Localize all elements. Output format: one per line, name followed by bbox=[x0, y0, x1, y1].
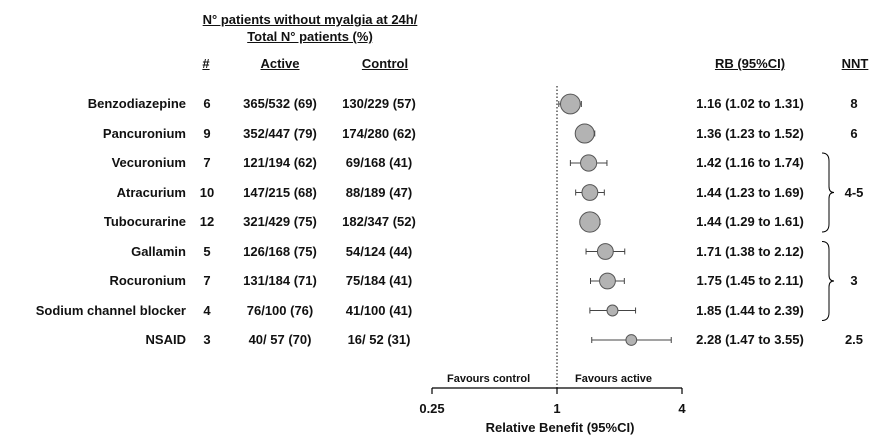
x-tick-label: 1 bbox=[553, 401, 561, 416]
row-active-value: 352/447 (79) bbox=[243, 125, 317, 141]
row-control-value: 75/184 (41) bbox=[345, 273, 413, 288]
effect-marker bbox=[581, 184, 599, 201]
column-header-number: # bbox=[202, 56, 210, 71]
row-control-value: 69/168 (41) bbox=[345, 155, 413, 170]
row-label: Gallamin bbox=[131, 243, 186, 259]
row-study-count: 6 bbox=[203, 96, 211, 111]
row-active-value: 131/184 (71) bbox=[243, 273, 317, 288]
row-rb-value: 2.28 (1.47 to 3.55) bbox=[696, 332, 804, 347]
favours-control-label: Favours control bbox=[447, 373, 531, 385]
row-study-count: 5 bbox=[203, 243, 211, 259]
column-header-nnt: NNT bbox=[841, 56, 869, 71]
nnt-value: 3 bbox=[850, 273, 858, 288]
x-tick-label: 4 bbox=[678, 401, 686, 416]
row-rb-value: 1.44 (1.29 to 1.61) bbox=[696, 214, 804, 229]
row-study-count: 4 bbox=[203, 302, 211, 318]
row-control-value: 41/100 (41) bbox=[345, 302, 413, 318]
x-tick-label: 0.25 bbox=[419, 401, 445, 416]
effect-marker bbox=[606, 304, 619, 317]
row-label: Rocuronium bbox=[109, 273, 186, 288]
row-control-value: 130/229 (57) bbox=[342, 96, 416, 111]
row-rb-value: 1.71 (1.38 to 2.12) bbox=[696, 243, 804, 259]
row-label: Sodium channel blocker bbox=[35, 302, 186, 318]
effect-marker bbox=[625, 334, 638, 346]
row-active-value: 76/100 (76) bbox=[246, 302, 314, 318]
row-study-count: 9 bbox=[203, 125, 211, 141]
effect-marker bbox=[596, 243, 614, 260]
row-active-value: 126/168 (75) bbox=[243, 243, 317, 259]
row-active-value: 321/429 (75) bbox=[243, 214, 317, 229]
row-label: Benzodiazepine bbox=[87, 96, 186, 111]
effect-marker bbox=[579, 211, 601, 233]
effect-marker bbox=[580, 154, 598, 172]
row-control-value: 88/189 (47) bbox=[345, 184, 413, 200]
nnt-value: 4-5 bbox=[844, 184, 864, 200]
row-label: Tubocurarine bbox=[103, 214, 186, 229]
row-control-value: 16/ 52 (31) bbox=[347, 332, 411, 347]
x-axis-label: Relative Benefit (95%CI) bbox=[485, 420, 635, 435]
row-study-count: 10 bbox=[199, 184, 215, 200]
row-active-value: 147/215 (68) bbox=[243, 184, 317, 200]
row-rb-value: 1.85 (1.44 to 2.39) bbox=[696, 302, 804, 318]
header-line1: N° patients without myalgia at 24h/ bbox=[202, 12, 418, 27]
header-line2: Total N° patients (%) bbox=[247, 29, 373, 44]
nnt-value: 6 bbox=[850, 125, 858, 141]
row-control-value: 54/124 (44) bbox=[345, 243, 413, 259]
column-header-rb: RB (95%CI) bbox=[714, 56, 786, 71]
row-rb-value: 1.36 (1.23 to 1.52) bbox=[696, 125, 804, 141]
row-rb-value: 1.16 (1.02 to 1.31) bbox=[696, 96, 804, 111]
row-label: Vecuronium bbox=[111, 155, 186, 170]
row-active-value: 40/ 57 (70) bbox=[248, 332, 312, 347]
column-header-active: Active bbox=[260, 56, 300, 71]
row-active-value: 121/194 (62) bbox=[243, 155, 317, 170]
effect-marker bbox=[560, 93, 581, 115]
row-study-count: 7 bbox=[203, 155, 211, 170]
row-label: Atracurium bbox=[116, 184, 186, 200]
nnt-group-brace bbox=[821, 241, 835, 321]
nnt-value: 8 bbox=[850, 96, 858, 111]
row-study-count: 7 bbox=[203, 273, 211, 288]
row-active-value: 365/532 (69) bbox=[243, 96, 317, 111]
row-rb-value: 1.42 (1.16 to 1.74) bbox=[696, 155, 804, 170]
effect-marker bbox=[599, 272, 616, 290]
row-study-count: 12 bbox=[199, 214, 215, 229]
column-header-control: Control bbox=[361, 56, 409, 71]
nnt-group-brace bbox=[821, 152, 835, 233]
favours-active-label: Favours active bbox=[575, 373, 653, 385]
row-label: Pancuronium bbox=[102, 125, 186, 141]
row-label: NSAID bbox=[145, 332, 186, 347]
effect-marker bbox=[574, 123, 595, 144]
row-control-value: 174/280 (62) bbox=[342, 125, 416, 141]
row-control-value: 182/347 (52) bbox=[342, 214, 416, 229]
row-rb-value: 1.75 (1.45 to 2.11) bbox=[696, 273, 804, 288]
nnt-value: 2.5 bbox=[844, 332, 864, 347]
row-rb-value: 1.44 (1.23 to 1.69) bbox=[696, 184, 804, 200]
row-study-count: 3 bbox=[203, 332, 211, 347]
